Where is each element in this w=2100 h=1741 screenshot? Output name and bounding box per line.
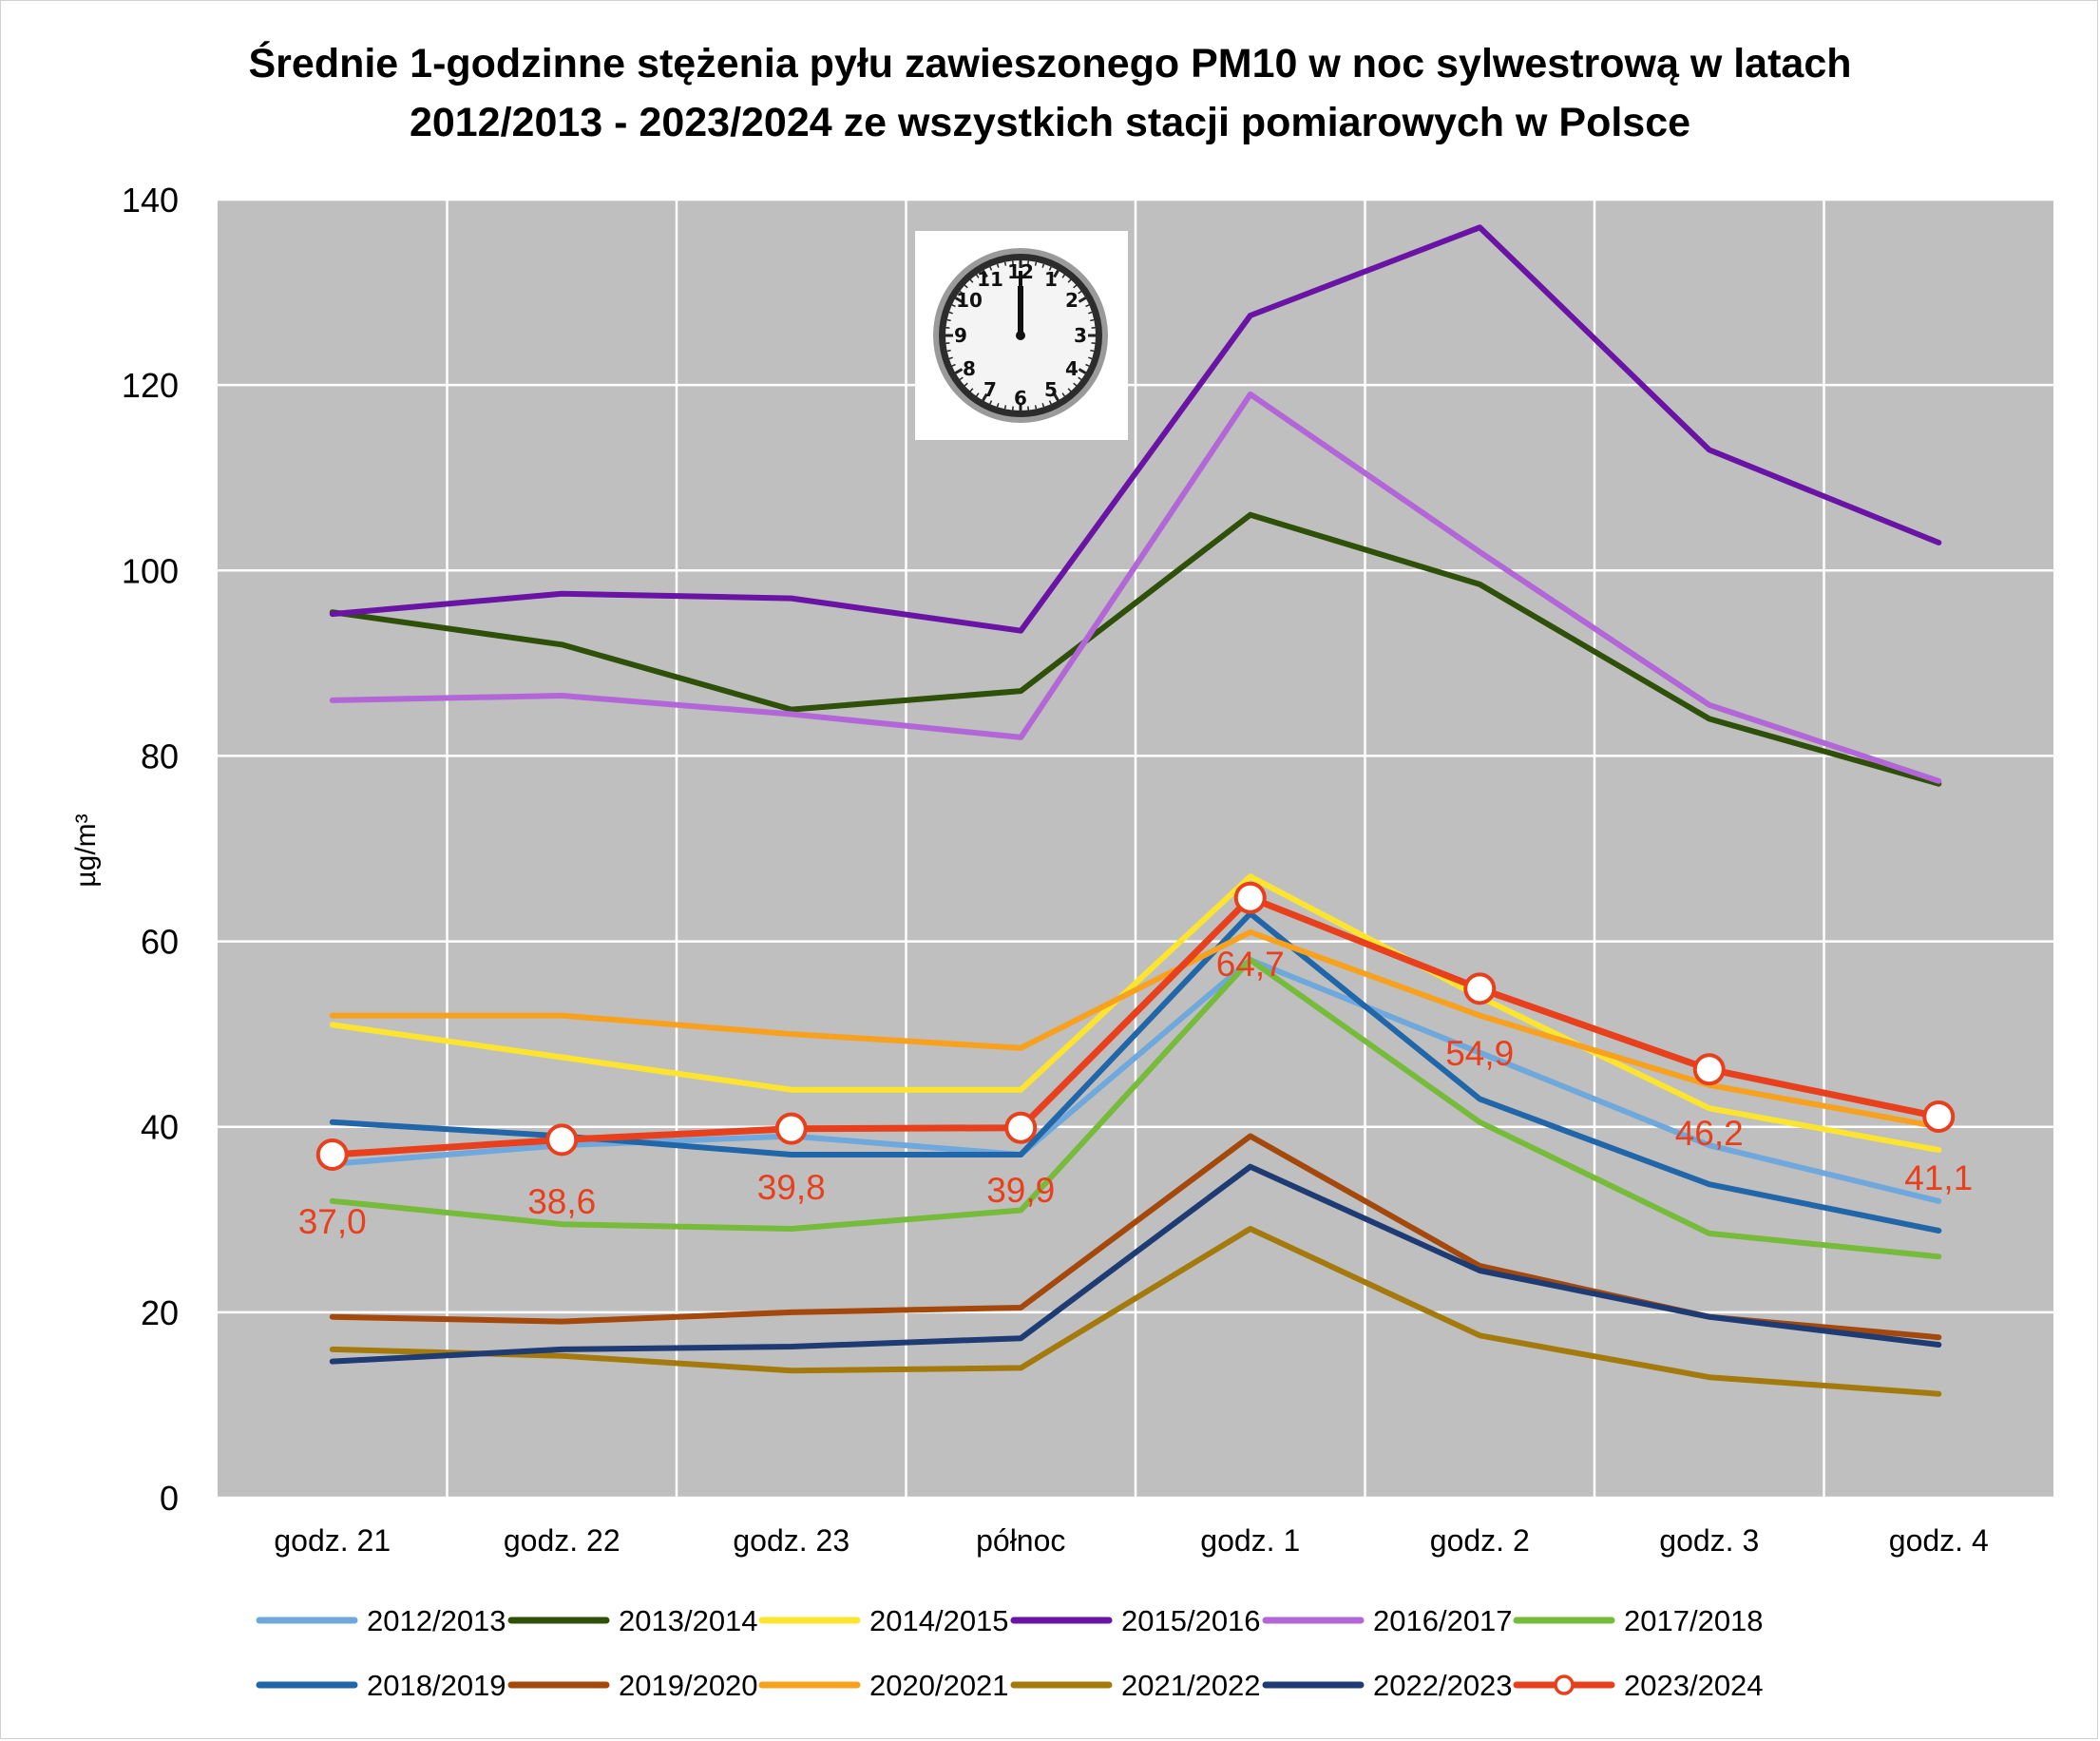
- data-label: 54,9: [1445, 1034, 1514, 1073]
- svg-text:11: 11: [977, 268, 1003, 291]
- series-line-2017-2018: [329, 957, 1942, 1260]
- data-point-marker: [1463, 972, 1497, 1005]
- svg-text:8: 8: [963, 357, 976, 380]
- data-label: 39,8: [757, 1168, 826, 1207]
- x-tick-label: godz. 21: [274, 1523, 391, 1558]
- legend-item-2013-2014[interactable]: 2013/2014: [507, 1604, 758, 1637]
- x-tick-label: godz. 3: [1659, 1523, 1759, 1558]
- data-label: 38,6: [527, 1182, 596, 1221]
- legend-label: 2021/2022: [1121, 1669, 1261, 1702]
- legend-item-2015-2016[interactable]: 2015/2016: [1010, 1604, 1261, 1637]
- chart-title-line-1: Średnie 1-godzinne stężenia pyłu zawiesz…: [248, 41, 1852, 86]
- x-tick-label: godz. 22: [504, 1523, 620, 1558]
- svg-text:9: 9: [954, 324, 967, 347]
- svg-text:5: 5: [1044, 378, 1058, 401]
- data-labels: 37,0 38,6 39,8 39,9 64,7 54,9 46,2 41,1: [298, 945, 1974, 1241]
- y-tick-label: 100: [122, 551, 179, 590]
- series-line-2020-2021: [329, 928, 1942, 1130]
- legend[interactable]: 2012/2013 2013/2014 2014/2015 2015/2016 2016…: [256, 1604, 1764, 1702]
- series-line-2022-2023: [329, 1163, 1942, 1365]
- svg-text:7: 7: [983, 378, 997, 401]
- grid-lines: [218, 198, 2053, 1500]
- series-line-2014-2015: [329, 873, 1942, 1154]
- data-label: 37,0: [298, 1202, 367, 1241]
- wall-clock-icon: 12 1 2 3 4 5 6 7 8 9 10 11: [915, 231, 1128, 440]
- x-tick-label: godz. 2: [1430, 1523, 1530, 1558]
- x-axis-category-labels: godz. 21 godz. 22 godz. 23 północ godz. 1 god…: [274, 1523, 1988, 1558]
- legend-label: 2015/2016: [1121, 1604, 1261, 1637]
- legend-item-2022-2023[interactable]: 2022/2023: [1262, 1669, 1513, 1702]
- legend-label: 2018/2019: [367, 1669, 506, 1702]
- y-tick-label: 60: [141, 923, 179, 962]
- data-label: 39,9: [986, 1171, 1055, 1210]
- y-tick-label: 120: [122, 366, 179, 405]
- data-label: 64,7: [1216, 945, 1285, 984]
- legend-label: 2020/2021: [869, 1669, 1009, 1702]
- legend-label: 2016/2017: [1373, 1604, 1513, 1637]
- data-point-marker: [1233, 881, 1267, 914]
- x-tick-label: godz. 23: [733, 1523, 850, 1558]
- svg-text:1: 1: [1044, 268, 1058, 291]
- data-point-marker: [1922, 1100, 1956, 1133]
- series-line-2013-2014: [329, 511, 1942, 787]
- data-point-marker: [1692, 1053, 1726, 1086]
- y-tick-label: 40: [141, 1108, 179, 1147]
- series-lines: [329, 224, 1942, 1397]
- series-line-2016-2017: [329, 391, 1942, 784]
- data-point-marker: [545, 1123, 579, 1157]
- legend-item-2014-2015[interactable]: 2014/2015: [758, 1604, 1009, 1637]
- y-axis-label: µg/m³: [70, 813, 102, 887]
- data-point-marker: [1004, 1111, 1038, 1144]
- series-line-2012-2013: [329, 957, 1942, 1204]
- legend-item-2017-2018[interactable]: 2017/2018: [1513, 1604, 1764, 1637]
- legend-item-2021-2022[interactable]: 2021/2022: [1010, 1669, 1261, 1702]
- legend-item-2012-2013[interactable]: 2012/2013: [256, 1604, 506, 1637]
- legend-label: 2017/2018: [1624, 1604, 1764, 1637]
- y-tick-label: 0: [160, 1479, 179, 1518]
- x-tick-label: godz. 4: [1889, 1523, 1989, 1558]
- legend-label: 2023/2024: [1624, 1669, 1764, 1702]
- legend-label: 2014/2015: [869, 1604, 1009, 1637]
- svg-text:3: 3: [1074, 324, 1087, 347]
- legend-label: 2019/2020: [619, 1669, 758, 1702]
- legend-label: 2022/2023: [1373, 1669, 1513, 1702]
- series-line-2023-2024: [329, 894, 1942, 1158]
- y-tick-label: 80: [141, 737, 179, 775]
- x-tick-label: godz. 1: [1200, 1523, 1300, 1558]
- y-tick-label: 20: [141, 1293, 179, 1332]
- legend-item-2018-2019[interactable]: 2018/2019: [256, 1669, 506, 1702]
- legend-item-2019-2020[interactable]: 2019/2020: [507, 1669, 758, 1702]
- legend-marker: [1554, 1674, 1575, 1695]
- x-tick-label: północ: [976, 1523, 1065, 1558]
- data-label: 46,2: [1675, 1114, 1744, 1153]
- y-tick-label: 140: [122, 181, 179, 220]
- svg-text:6: 6: [1014, 387, 1027, 410]
- svg-text:2: 2: [1065, 289, 1079, 312]
- data-point-marker: [315, 1138, 349, 1171]
- series-line-2015-2016: [329, 224, 1942, 634]
- y-axis-tick-labels: 0 20 40 60 80 100 120 140: [122, 181, 179, 1518]
- series-markers: [315, 881, 1956, 1171]
- chart-title-line-2: 2012/2013 - 2023/2024 ze wszystkich stac…: [409, 100, 1691, 145]
- series-line-2021-2022: [329, 1226, 1942, 1397]
- legend-item-2016-2017[interactable]: 2016/2017: [1262, 1604, 1513, 1637]
- legend-label: 2012/2013: [367, 1604, 506, 1637]
- svg-text:10: 10: [956, 289, 983, 312]
- svg-text:4: 4: [1065, 357, 1079, 380]
- legend-label: 2013/2014: [619, 1604, 758, 1637]
- legend-item-2023-2024[interactable]: 2023/2024: [1513, 1669, 1764, 1702]
- legend-item-2020-2021[interactable]: 2020/2021: [758, 1669, 1009, 1702]
- data-label: 41,1: [1904, 1158, 1973, 1197]
- data-point-marker: [774, 1112, 808, 1145]
- chart-title: Średnie 1-godzinne stężenia pyłu zawiesz…: [0, 34, 2100, 152]
